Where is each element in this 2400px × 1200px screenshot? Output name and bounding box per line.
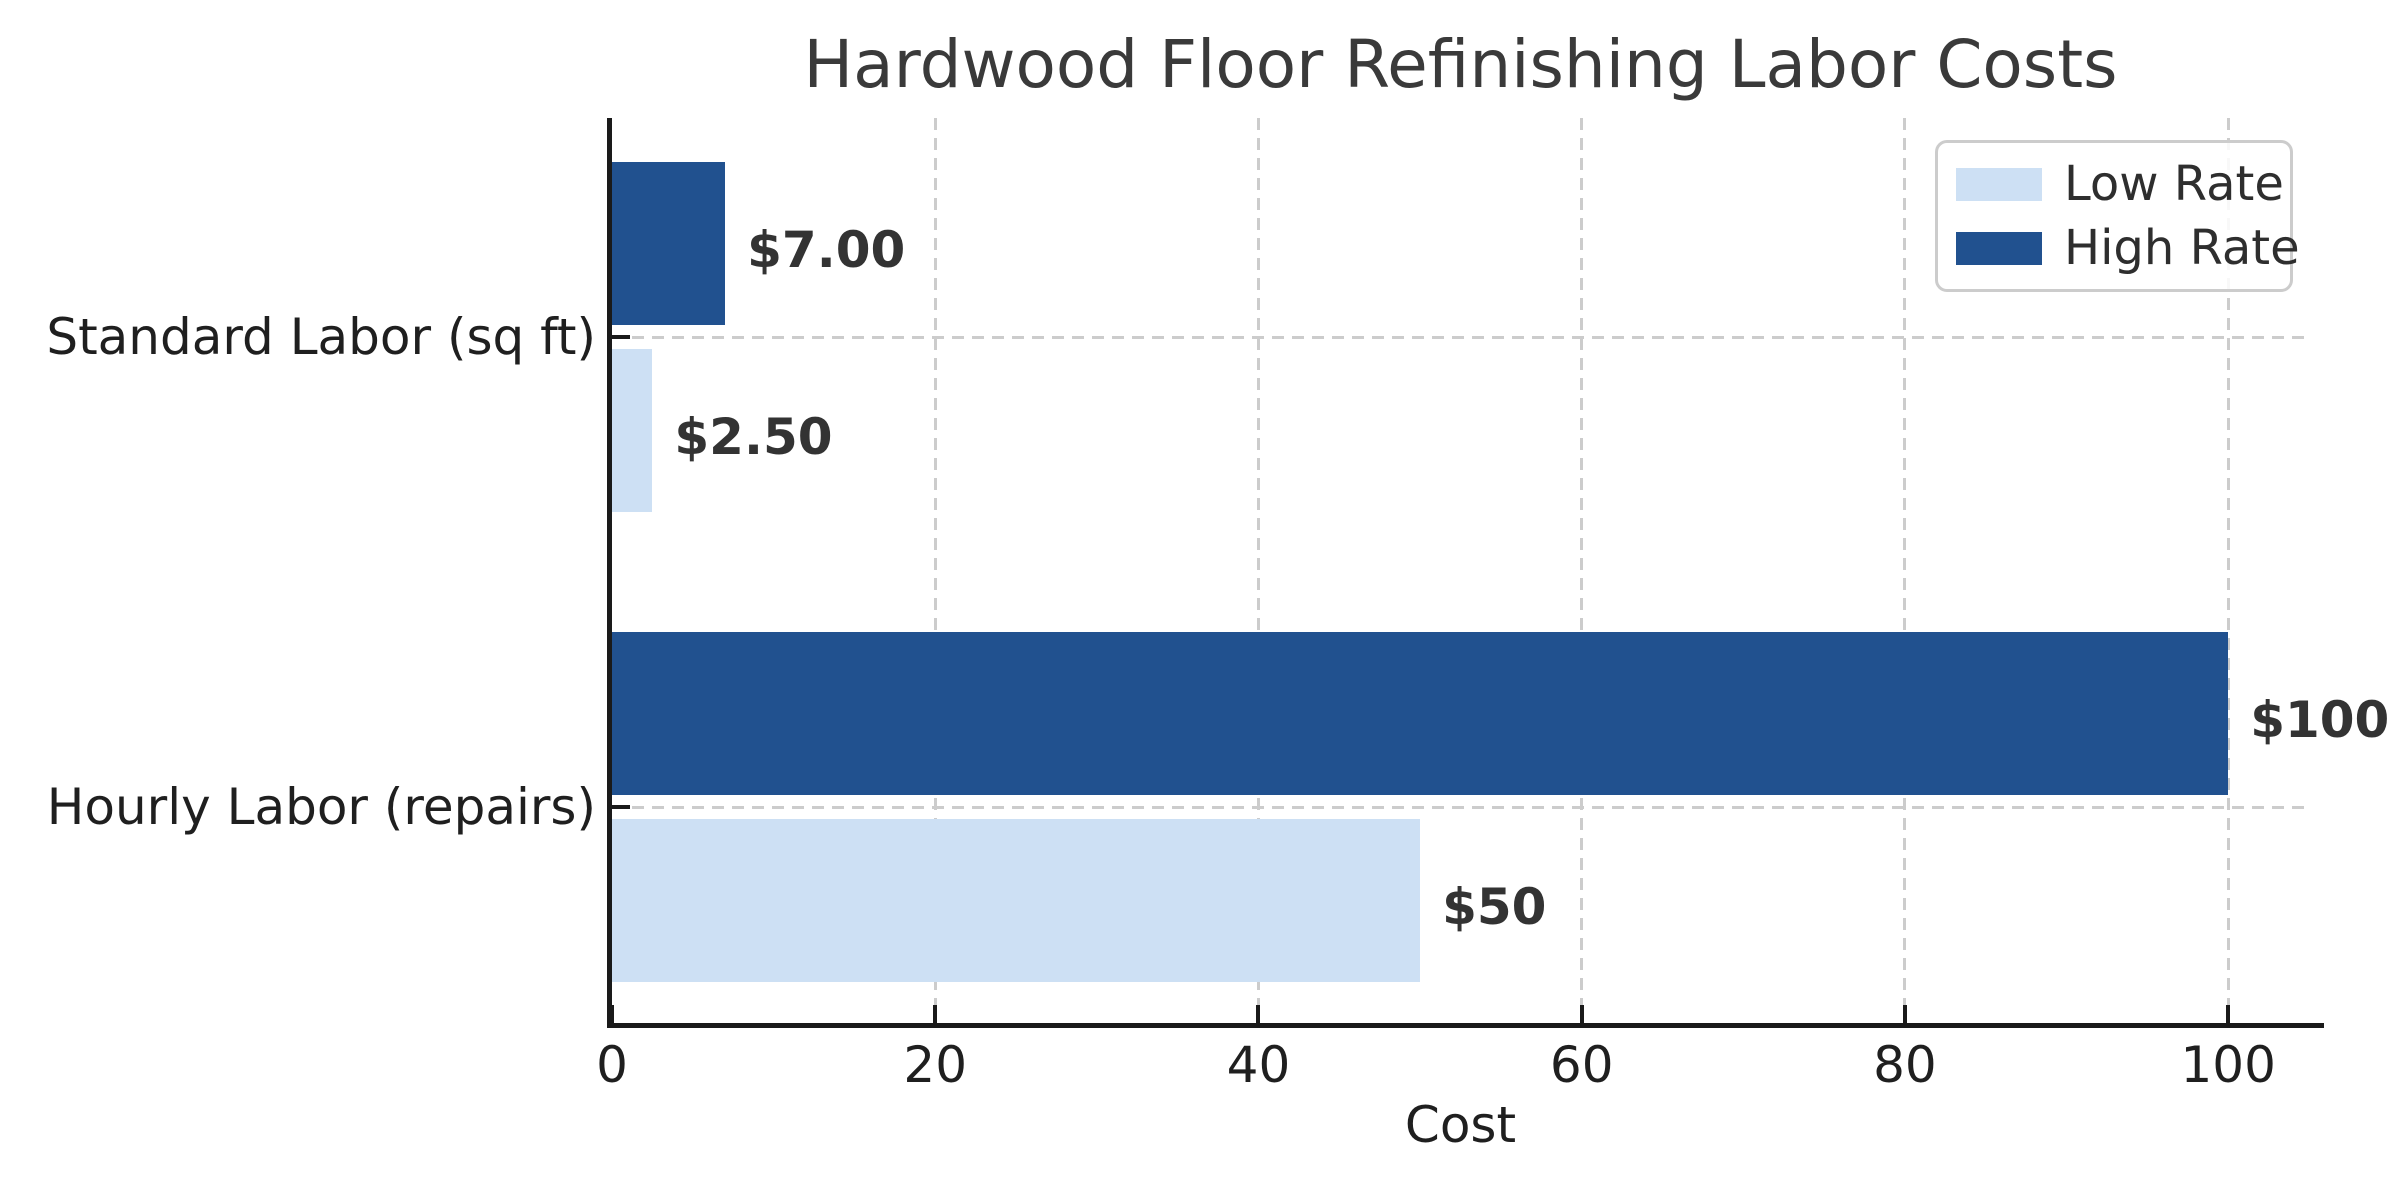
gridline-x-20	[933, 118, 937, 1023]
bar-high-rate-hourly-labor-repairs	[612, 632, 2229, 795]
legend-swatch-low-rate	[1956, 167, 2042, 201]
gridline-x-100	[2226, 118, 2230, 1023]
x-axis-label: Cost	[1404, 1096, 1517, 1154]
x-tick-label-80: 80	[1873, 1036, 1937, 1094]
x-tick-mark-60	[1579, 1005, 1584, 1023]
bar-value-label-low-rate-standard-labor-sq-ft: $2.50	[674, 407, 833, 466]
y-tick-mark-standard-labor-sq-ft	[612, 335, 630, 339]
bar-value-label-high-rate-standard-labor-sq-ft: $7.00	[747, 220, 906, 279]
chart-title: Hardwood Floor Refinishing Labor Costs	[803, 26, 2118, 103]
y-axis-spine	[607, 118, 612, 1028]
x-tick-label-0: 0	[596, 1036, 628, 1094]
bar-low-rate-hourly-labor-repairs	[612, 819, 1421, 982]
x-tick-label-20: 20	[903, 1036, 968, 1094]
x-tick-mark-20	[933, 1005, 938, 1023]
x-tick-mark-40	[1256, 1005, 1261, 1023]
x-tick-mark-0	[610, 1005, 614, 1023]
legend-item-high-rate: High Rate	[1956, 219, 2300, 277]
bar-value-label-low-rate-hourly-labor-repairs: $50	[1442, 877, 1547, 936]
legend-item-low-rate: Low Rate	[1956, 155, 2284, 213]
y-tick-mark-hourly-labor-repairs	[612, 805, 630, 809]
gridline-x-60	[1580, 118, 1584, 1023]
x-tick-label-60: 60	[1549, 1036, 1614, 1094]
legend-label-low-rate: Low Rate	[2064, 156, 2284, 212]
bar-low-rate-standard-labor-sq-ft	[612, 349, 653, 512]
legend-label-high-rate: High Rate	[2064, 220, 2300, 276]
legend: Low Rate High Rate	[1935, 140, 2300, 292]
gridline-y-standard-labor-sq-ft	[612, 335, 2309, 339]
x-axis-spine	[607, 1023, 2324, 1028]
x-tick-label-40: 40	[1226, 1036, 1291, 1094]
bar-high-rate-standard-labor-sq-ft	[612, 162, 726, 325]
plot-area: $2.50 $7.00 $50 $100	[610, 118, 2389, 1023]
y-tick-label-hourly-labor-repairs: Hourly Labor (repairs)	[46, 778, 596, 836]
gridline-y-hourly-labor-repairs	[612, 805, 2309, 809]
x-tick-label-100: 100	[2180, 1036, 2276, 1094]
gridline-x-40	[1256, 118, 1260, 1023]
y-tick-label-standard-labor-sq-ft: Standard Labor (sq ft)	[46, 308, 596, 366]
bar-value-label-high-rate-hourly-labor-repairs: $100	[2250, 690, 2390, 749]
x-tick-mark-100	[2226, 1005, 2231, 1023]
x-tick-mark-80	[1902, 1005, 1907, 1023]
gridline-x-80	[1903, 118, 1907, 1023]
legend-swatch-high-rate	[1956, 231, 2042, 265]
